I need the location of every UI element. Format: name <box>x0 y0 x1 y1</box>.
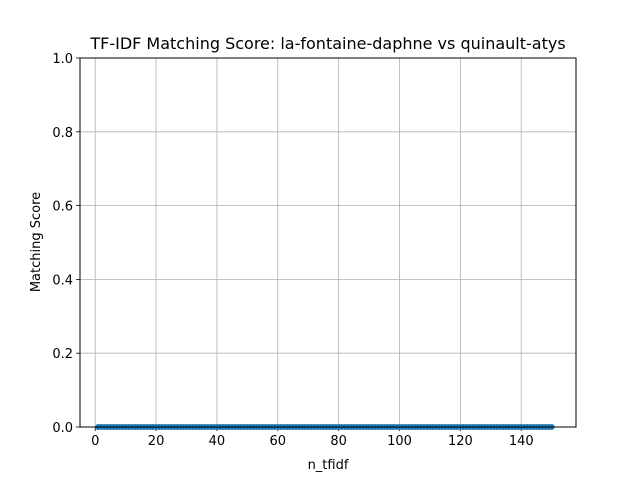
y-tick-label: 0.6 <box>52 200 73 215</box>
x-tick-label: 20 <box>148 434 165 449</box>
y-tick-label: 0.8 <box>52 126 73 141</box>
x-tick-label: 140 <box>509 434 534 449</box>
x-tick-label: 60 <box>270 434 287 449</box>
y-tick-label: 0.0 <box>52 421 73 436</box>
y-axis-label: Matching Score <box>29 192 44 292</box>
x-tick-label: 120 <box>448 434 473 449</box>
chart-title: TF-IDF Matching Score: la-fontaine-daphn… <box>89 34 565 53</box>
plot-frame <box>79 57 577 428</box>
x-tick-label: 40 <box>209 434 226 449</box>
x-tick-label: 100 <box>387 434 412 449</box>
grid <box>80 57 576 428</box>
y-tick-label: 0.4 <box>52 273 73 288</box>
x-tick-label: 80 <box>330 434 347 449</box>
y-tick-label: 0.2 <box>52 347 73 362</box>
y-tick-label: 1.0 <box>52 52 73 67</box>
ticks: 0 20 40 60 80 100 120 140 0.0 0.2 0.4 0.6 0.8 1.0 <box>52 52 533 449</box>
x-tick-label: 0 <box>91 434 99 449</box>
x-axis-label: n_tfidf <box>308 458 349 473</box>
